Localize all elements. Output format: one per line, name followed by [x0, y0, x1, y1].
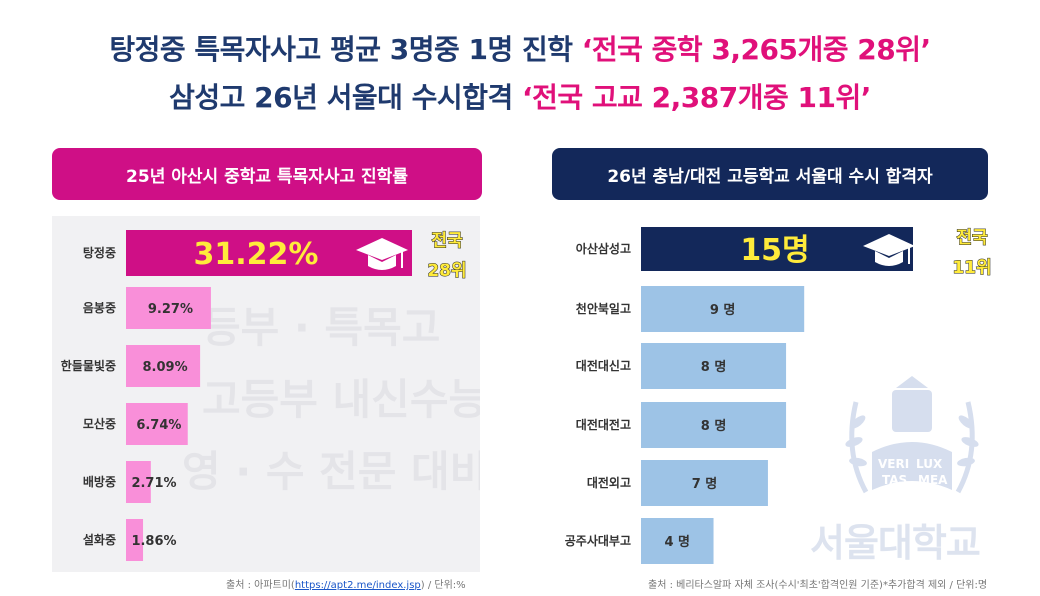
right-value-label-3: 8 명: [701, 418, 727, 434]
university-seal-icon: VERI LUX TAS MEA: [845, 376, 979, 494]
left-cap-base: [368, 255, 396, 270]
right-bar-1: [641, 286, 805, 332]
left-value-label-3: 6.74%: [136, 418, 181, 433]
right-category-label-4: 대전외고: [587, 475, 631, 490]
headline-1-highlight: ‘전국 중학 3,265개중 28위’: [581, 33, 931, 66]
headline-1-prefix: 탕정중 특목자사고 평균 3명중 1명 진학: [109, 33, 573, 66]
left-category-label-2: 한들물빛중: [61, 358, 116, 373]
left-bar-5: [126, 519, 144, 561]
right-source-note: 출처 : 베리타스알파 자체 조사(수시'최초'합격인원 기준)*추가합격 제외…: [648, 580, 988, 591]
seal-word-3: TAS: [882, 473, 907, 487]
left-category-label-0: 탕정중: [83, 245, 116, 260]
right-value-label-1: 9 명: [710, 302, 736, 318]
right-bar-5: [641, 518, 714, 564]
source-link[interactable]: https://apt2.me/index.jsp: [294, 580, 421, 591]
watermark-line-1: 등부 · 특목고: [202, 303, 441, 352]
left-bar-3: [126, 403, 188, 445]
left-bar-4: [126, 461, 151, 503]
left-value-label-0: 31.22%: [194, 237, 319, 272]
left-category-label-1: 음봉중: [83, 300, 116, 315]
right-cap-top: [863, 234, 915, 256]
right-chart-title: 26년 충남/대전 고등학교 서울대 수시 합격자: [552, 148, 988, 200]
right-graduation-cap-icon: [863, 234, 915, 266]
right-category-label-3: 대전대전고: [576, 417, 631, 432]
watermark-line-3: 영 · 수 전문 대비: [182, 447, 480, 496]
headline-line-1: 탕정중 특목자사고 평균 3명중 1명 진학 ‘전국 중학 3,265개중 28…: [0, 28, 1040, 68]
right-bar-2: [641, 343, 787, 389]
right-category-label-0: 아산삼성고: [576, 241, 631, 256]
right-bar-3: [641, 402, 787, 448]
left-value-label-2: 8.09%: [143, 360, 188, 375]
right-category-label-1: 천안북일고: [576, 301, 631, 316]
right-cap-base: [875, 251, 903, 266]
seal-word-2: LUX: [916, 457, 943, 471]
right-value-label-5: 4 명: [664, 534, 690, 550]
left-category-label-4: 배방중: [83, 474, 116, 489]
left-value-label-1: 9.27%: [148, 302, 193, 317]
seal-word-4: MEA: [918, 473, 948, 487]
headline-line-2: 삼성고 26년 서울대 수시합격 ‘전국 고교 2,387개중 11위’: [0, 76, 1040, 116]
right-bar-4: [641, 460, 768, 506]
right-value-label-0: 15명: [740, 233, 809, 268]
left-value-label-5: 1.86%: [131, 534, 176, 549]
left-graduation-cap-icon: [356, 238, 408, 270]
seal-word-1: VERI: [878, 457, 909, 471]
right-value-label-4: 7 명: [692, 476, 718, 492]
right-category-label-2: 대전대신고: [576, 358, 631, 373]
left-category-label-5: 설화중: [83, 532, 116, 547]
watermark-line-2: 고등부 내신수능: [202, 375, 480, 424]
right-category-label-5: 공주사대부고: [565, 533, 631, 548]
left-bar-1: [126, 287, 211, 329]
left-category-label-3: 모산중: [83, 416, 116, 431]
left-source-prefix: 출처 : 아파트미(: [226, 580, 295, 591]
left-bar-2: [126, 345, 201, 387]
left-source-suffix: ) / 단위:%: [420, 580, 466, 591]
left-value-label-4: 2.71%: [131, 476, 176, 491]
right-bar-0: [641, 227, 913, 271]
right-rank-badge-line-2: 11위: [952, 258, 991, 278]
university-logo-text: 서울대학교: [810, 521, 981, 565]
left-cap-top: [356, 238, 408, 260]
right-rank-badge-line-1: 전국: [956, 228, 988, 248]
right-value-label-2: 8 명: [701, 359, 727, 375]
headline-2-prefix: 삼성고 26년 서울대 수시합격: [169, 81, 513, 114]
left-rank-badge-line-2: 28위: [427, 261, 466, 281]
headline-2-highlight: ‘전국 고교 2,387개중 11위’: [521, 81, 871, 114]
left-source-note: 출처 : 아파트미(https://apt2.me/index.jsp) / 단…: [226, 576, 466, 591]
left-chart-title: 25년 아산시 중학교 특목자사고 진학률: [52, 148, 482, 200]
left-rank-badge-line-1: 전국: [431, 231, 463, 251]
